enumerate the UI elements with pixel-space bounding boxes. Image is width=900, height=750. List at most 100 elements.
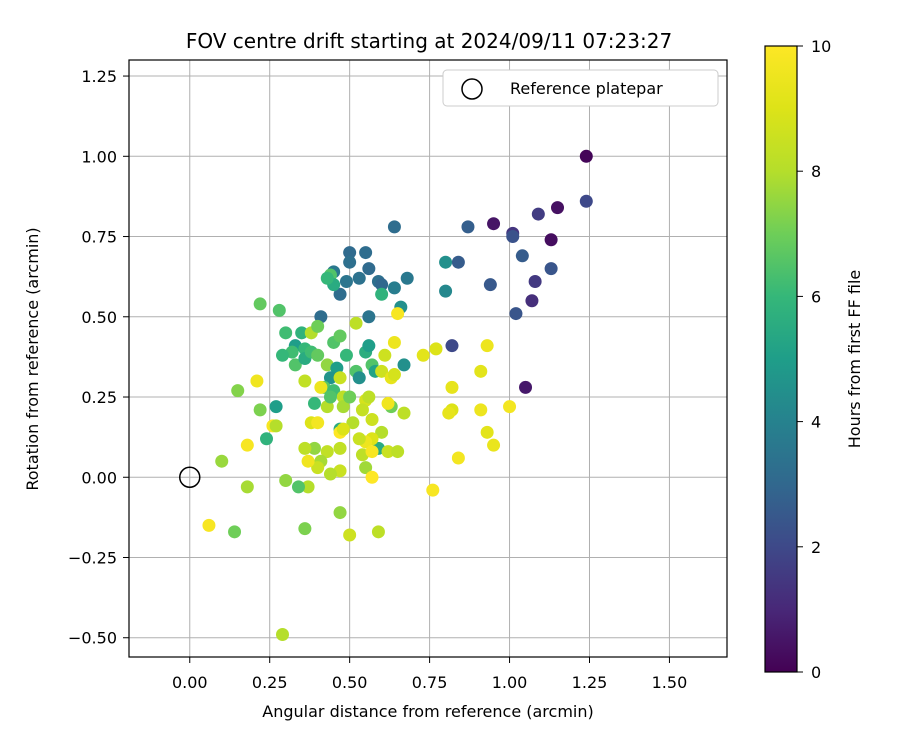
data-point [291, 480, 305, 494]
data-point [311, 416, 325, 430]
data-point [333, 371, 347, 385]
data-point [362, 390, 376, 404]
data-point [375, 364, 389, 378]
data-point [301, 454, 315, 468]
data-point [298, 374, 312, 388]
data-point [506, 230, 520, 244]
data-point [288, 358, 302, 372]
x-tick-label: 1.00 [492, 673, 528, 692]
data-point [250, 374, 264, 388]
data-point [298, 441, 312, 455]
data-point [362, 310, 376, 324]
data-point [320, 445, 334, 459]
data-point [301, 480, 315, 494]
data-point [311, 319, 325, 333]
data-point [352, 432, 366, 446]
reference-platepar-marker [179, 466, 201, 489]
data-point [240, 438, 254, 452]
data-point [355, 403, 369, 417]
data-point [525, 294, 539, 308]
data-point [487, 217, 501, 231]
data-point [352, 271, 366, 285]
data-point [365, 412, 379, 426]
data-point [349, 316, 363, 330]
data-point [544, 262, 558, 276]
data-point [275, 628, 289, 642]
y-tick-label: −0.25 [68, 549, 117, 568]
data-points [202, 149, 593, 642]
data-point [231, 384, 245, 398]
y-tick-label: 0.25 [81, 388, 117, 407]
data-point [378, 348, 392, 362]
data-point [381, 396, 395, 410]
data-point [426, 483, 440, 497]
x-tick-label: 0.00 [172, 673, 208, 692]
colorbar-tick-label: 10 [811, 37, 831, 56]
colorbar-tick-label: 2 [811, 538, 821, 557]
chart-title: FOV centre drift starting at 2024/09/11 … [186, 29, 672, 53]
data-point [387, 220, 401, 234]
data-point [346, 416, 360, 430]
data-point [503, 400, 517, 414]
legend-label: Reference platepar [510, 79, 663, 98]
y-gridlines [129, 75, 727, 639]
y-tick-label: 0.00 [81, 468, 117, 487]
x-axis-label: Angular distance from reference (arcmin) [262, 702, 593, 721]
colorbar [764, 45, 798, 673]
data-point [439, 255, 453, 269]
data-point [439, 284, 453, 298]
data-point [509, 307, 523, 321]
data-point [269, 419, 283, 433]
data-point [202, 518, 216, 532]
data-point [307, 441, 321, 455]
colorbar-tick-label: 6 [811, 287, 821, 306]
data-point [387, 335, 401, 349]
data-point [343, 528, 357, 542]
x-tick-label: 1.25 [572, 673, 608, 692]
data-point [260, 432, 274, 446]
data-point [333, 329, 347, 343]
data-point [359, 246, 373, 260]
x-axis-ticks: 0.00 0.25 0.50 0.75 1.00 1.25 1.50 [172, 657, 687, 692]
data-point [269, 400, 283, 414]
data-point [359, 461, 373, 475]
data-point [279, 473, 293, 487]
data-point [551, 201, 565, 215]
data-point [272, 303, 286, 317]
data-point [375, 425, 389, 439]
data-point [474, 364, 488, 378]
data-point [397, 406, 411, 420]
data-point [445, 339, 459, 353]
data-point [295, 326, 309, 340]
data-point [228, 525, 242, 539]
data-point [253, 297, 267, 311]
legend: Reference platepar [442, 69, 719, 107]
data-point [362, 339, 376, 353]
data-point [445, 380, 459, 394]
data-point [442, 406, 456, 420]
colorbar-tick-label: 0 [811, 663, 821, 682]
data-point [528, 274, 542, 288]
data-point [343, 255, 357, 269]
data-point [474, 403, 488, 417]
data-point [343, 246, 357, 260]
data-point [323, 390, 337, 404]
data-point [391, 445, 405, 459]
data-point [365, 470, 379, 484]
data-point [362, 262, 376, 276]
data-point [579, 194, 593, 208]
data-point [298, 522, 312, 536]
x-tick-label: 0.50 [332, 673, 368, 692]
legend-marker-icon [461, 78, 483, 100]
data-point [336, 422, 350, 436]
x-tick-label: 0.75 [412, 673, 448, 692]
data-point [307, 396, 321, 410]
data-point [519, 380, 533, 394]
data-point [352, 371, 366, 385]
data-point [240, 480, 254, 494]
data-point [416, 348, 430, 362]
data-point [333, 287, 347, 301]
data-point [275, 348, 289, 362]
data-point [253, 403, 267, 417]
data-point [451, 451, 465, 465]
